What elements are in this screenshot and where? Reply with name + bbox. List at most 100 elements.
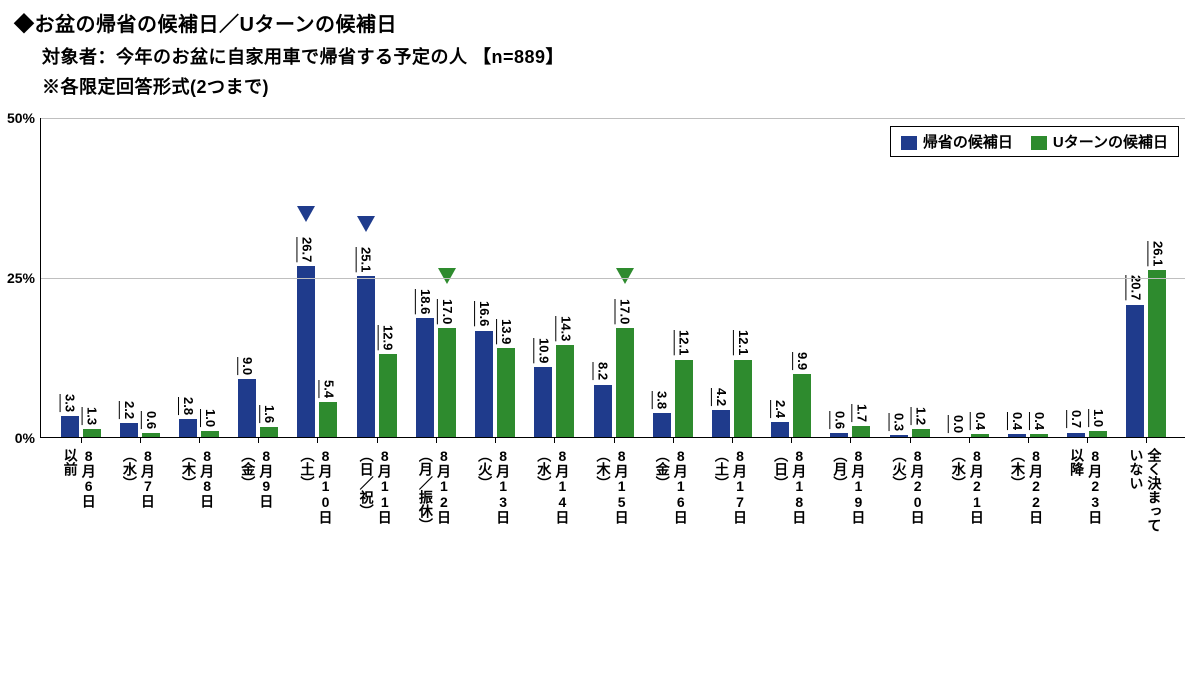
x-category-sub: （土）	[714, 448, 730, 490]
bar	[201, 431, 219, 437]
bar	[830, 433, 848, 437]
x-category-sub: （日）	[773, 448, 789, 490]
bar-value-label: 2.4	[773, 400, 788, 418]
indicator-arrow-icon	[357, 216, 375, 232]
x-category-sub: （火）	[477, 448, 493, 490]
bar-value-label: 17.0	[618, 299, 633, 324]
x-category-main: 8月7日	[140, 448, 156, 508]
bar-value-label: 13.9	[499, 319, 514, 344]
figure-title: ◆お盆の帰省の候補日／Uターンの候補日	[14, 8, 1186, 37]
x-category-main: 8月20日	[910, 448, 926, 524]
x-category-label: （火）8月13日	[470, 448, 518, 524]
bar	[179, 419, 197, 437]
x-tick-mark	[969, 437, 970, 443]
bar-value-label: 0.7	[1069, 410, 1084, 428]
bar	[83, 429, 101, 437]
x-category-sub: （土）	[299, 448, 315, 490]
x-category-label: （日）8月18日	[766, 448, 814, 524]
figure-note: ※各限定回答形式(2つまで)	[42, 73, 1186, 99]
x-category-sub: （火）	[891, 448, 907, 490]
bar	[1008, 434, 1026, 437]
bar-value-label: 5.4	[321, 380, 336, 398]
x-category-label: （月）8月19日	[825, 448, 873, 524]
grid-line	[41, 278, 1185, 279]
bar	[653, 413, 671, 437]
bar-value-label: 9.9	[795, 352, 810, 370]
x-category-main: 8月6日	[81, 448, 97, 508]
bar	[1089, 431, 1107, 437]
x-category-main: 8月10日	[317, 448, 333, 524]
y-tick-label: 25%	[1, 270, 35, 286]
x-tick-mark	[910, 437, 911, 443]
bar	[712, 410, 730, 437]
x-category-main: 全く決まって	[1146, 448, 1162, 532]
x-tick-mark	[495, 437, 496, 443]
x-tick-mark	[81, 437, 82, 443]
x-tick-mark	[317, 437, 318, 443]
bar-value-label: 1.0	[1091, 409, 1106, 427]
bar-value-label: 4.2	[714, 388, 729, 406]
bar	[297, 266, 315, 437]
x-category-label: （月／振休）8月12日	[411, 448, 459, 532]
x-axis-labels: 以前8月6日（水）8月7日（木）8月8日（金）8月9日（土）8月10日（日／祝）…	[40, 444, 1185, 674]
bar-chart: 帰省の候補日 Uターンの候補日 3.31.32.20.62.81.09.01.6…	[40, 118, 1185, 438]
bar	[793, 374, 811, 437]
bar	[616, 328, 634, 437]
x-tick-mark	[140, 437, 141, 443]
x-category-sub: （月）	[832, 448, 848, 490]
x-category-sub: （木）	[1010, 448, 1026, 490]
x-category-sub: （金）	[655, 448, 671, 490]
bar	[357, 276, 375, 437]
bar	[534, 367, 552, 437]
bar	[1126, 305, 1144, 437]
bar-value-label: 26.1	[1150, 241, 1165, 266]
bar-value-label: 0.0	[951, 415, 966, 433]
x-category-main: 8月9日	[258, 448, 274, 508]
x-tick-mark	[673, 437, 674, 443]
bar-value-label: 16.6	[477, 301, 492, 326]
bar	[1030, 434, 1048, 437]
x-category-label: （水）8月14日	[529, 448, 577, 524]
x-category-sub: 以前	[63, 448, 79, 476]
x-category-label: （木）8月15日	[589, 448, 637, 524]
bar-value-label: 20.7	[1128, 275, 1143, 300]
bar-value-label: 8.2	[596, 362, 611, 380]
x-tick-mark	[258, 437, 259, 443]
bar	[416, 318, 434, 437]
x-category-label: （水）8月7日	[115, 448, 163, 508]
x-category-main: 8月8日	[199, 448, 215, 508]
x-category-main: 8月22日	[1028, 448, 1044, 524]
x-category-main: 8月19日	[850, 448, 866, 524]
indicator-arrow-icon	[297, 206, 315, 222]
bar	[142, 433, 160, 437]
bar-value-label: 0.3	[892, 413, 907, 431]
bar-value-label: 12.1	[677, 330, 692, 355]
bar-value-label: 12.1	[736, 330, 751, 355]
x-category-sub: 以降	[1069, 448, 1085, 476]
x-category-sub: （水）	[951, 448, 967, 490]
bar-value-label: 10.9	[536, 338, 551, 363]
x-category-label: （土）8月17日	[707, 448, 755, 524]
x-category-main: 8月23日	[1087, 448, 1103, 524]
bar	[319, 402, 337, 437]
x-category-label: （土）8月10日	[292, 448, 340, 524]
x-category-sub: （日／祝）	[359, 448, 375, 518]
figure-subtitle: 対象者：今年のお盆に自家用車で帰省する予定の人 【n=889】	[42, 43, 1186, 69]
x-category-label: いない全く決まって	[1121, 448, 1169, 532]
bar-value-label: 26.7	[299, 237, 314, 262]
x-category-main: 8月21日	[969, 448, 985, 524]
x-category-label: （木）8月22日	[1003, 448, 1051, 524]
bar	[1148, 270, 1166, 437]
x-category-sub: （水）	[536, 448, 552, 490]
x-category-label: （水）8月21日	[944, 448, 992, 524]
bar-value-label: 2.8	[181, 397, 196, 415]
x-category-label: （金）8月9日	[233, 448, 281, 508]
bar	[438, 328, 456, 437]
x-tick-mark	[1146, 437, 1147, 443]
bar	[890, 435, 908, 437]
y-tick-label: 0%	[1, 430, 35, 446]
bar	[475, 331, 493, 437]
bar	[238, 379, 256, 437]
x-category-label: （日／祝）8月11日	[352, 448, 400, 524]
x-category-main: 8月16日	[673, 448, 689, 524]
